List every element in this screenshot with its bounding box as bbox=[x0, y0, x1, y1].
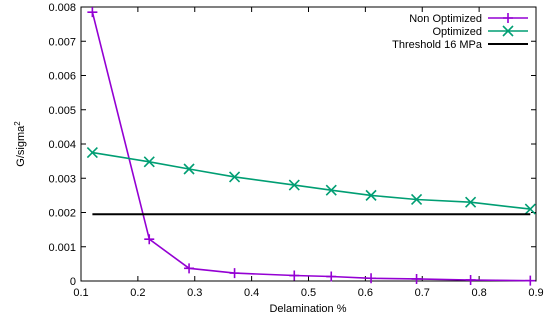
data-point bbox=[365, 189, 377, 201]
y-tick-label: 0.005 bbox=[48, 105, 76, 117]
data-point bbox=[87, 7, 98, 18]
y-tick-label: 0.004 bbox=[48, 139, 76, 151]
y-tick-label: 0.007 bbox=[48, 36, 76, 48]
data-point bbox=[410, 193, 423, 206]
series-optimized bbox=[86, 146, 536, 215]
data-point bbox=[411, 273, 422, 284]
legend-label: Optimized bbox=[432, 26, 482, 38]
x-tick-label: 0.6 bbox=[358, 287, 373, 299]
y-tick-label: 0 bbox=[70, 276, 76, 288]
series-non-optimized bbox=[87, 7, 536, 286]
data-point bbox=[228, 171, 241, 183]
legend-label: Non Optimized bbox=[409, 13, 482, 25]
series-line bbox=[91, 11, 531, 282]
legend-label: Threshold 16 MPa bbox=[392, 39, 483, 51]
data-point bbox=[325, 184, 337, 196]
axis-ticks: 0.1 0.2 0.3 0.4 0.5 0.6 0.7 0.8 0.9 0 0.001 0.002 0.… bbox=[48, 2, 543, 299]
data-point bbox=[465, 196, 477, 208]
y-tick-label: 0.006 bbox=[48, 71, 76, 83]
data-point bbox=[229, 268, 240, 279]
x-tick-label: 0.3 bbox=[187, 287, 202, 299]
y-tick-label: 0.008 bbox=[48, 2, 76, 14]
data-point bbox=[288, 179, 300, 191]
legend-marker bbox=[503, 13, 513, 23]
y-axis-label-superscript: 2 bbox=[13, 121, 22, 126]
x-tick-label: 0.9 bbox=[528, 287, 543, 299]
data-point bbox=[524, 203, 536, 215]
y-tick-label: 0.003 bbox=[48, 173, 76, 185]
legend-marker bbox=[502, 25, 514, 37]
series-line bbox=[92, 151, 531, 210]
x-tick-label: 0.7 bbox=[415, 287, 430, 299]
data-point bbox=[326, 271, 337, 282]
x-tick-label: 0.5 bbox=[301, 287, 316, 299]
x-tick-label: 0.8 bbox=[471, 287, 486, 299]
data-point bbox=[183, 163, 195, 175]
y-axis-label: G/sigma2 bbox=[13, 121, 27, 167]
data-point bbox=[465, 274, 476, 285]
series-layer bbox=[86, 7, 536, 286]
data-point bbox=[289, 270, 300, 281]
data-point bbox=[86, 146, 98, 159]
data-point bbox=[366, 273, 377, 284]
x-tick-label: 0.1 bbox=[73, 287, 88, 299]
x-tick-label: 0.2 bbox=[130, 287, 145, 299]
data-point bbox=[144, 234, 155, 245]
data-point bbox=[525, 275, 536, 286]
x-tick-label: 0.4 bbox=[244, 287, 259, 299]
x-axis-label: Delamination % bbox=[269, 303, 346, 315]
y-tick-label: 0.001 bbox=[48, 242, 76, 254]
data-point bbox=[143, 156, 155, 168]
data-point bbox=[184, 263, 195, 274]
y-tick-label: 0.002 bbox=[48, 208, 76, 220]
